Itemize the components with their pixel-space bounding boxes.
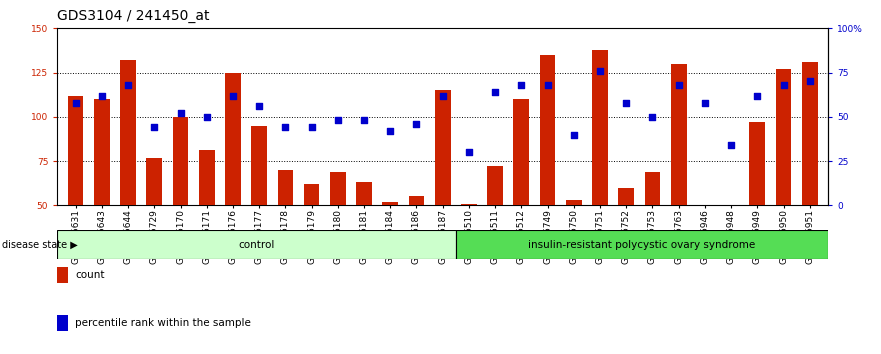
- Bar: [540, 55, 555, 205]
- Bar: [487, 166, 503, 205]
- Point: [305, 125, 319, 130]
- Point: [252, 103, 266, 109]
- Bar: [146, 158, 162, 205]
- Point: [751, 93, 765, 98]
- Bar: [382, 202, 398, 205]
- Bar: [456, 230, 828, 259]
- Text: percentile rank within the sample: percentile rank within the sample: [75, 318, 251, 328]
- Point: [776, 82, 790, 88]
- Point: [803, 79, 817, 84]
- Point: [200, 114, 214, 120]
- Bar: [775, 69, 791, 205]
- Bar: [120, 60, 136, 205]
- Point: [383, 128, 397, 134]
- Point: [541, 82, 555, 88]
- Bar: [94, 99, 110, 205]
- Bar: [330, 172, 345, 205]
- Point: [121, 82, 135, 88]
- Point: [357, 118, 371, 123]
- Point: [69, 100, 83, 105]
- Bar: [670, 64, 686, 205]
- Text: disease state ▶: disease state ▶: [2, 240, 78, 250]
- Bar: [435, 90, 450, 205]
- Bar: [461, 204, 477, 205]
- Bar: [802, 62, 818, 205]
- Bar: [304, 184, 320, 205]
- Bar: [278, 170, 293, 205]
- Bar: [68, 96, 84, 205]
- Point: [278, 125, 292, 130]
- Point: [698, 100, 712, 105]
- Point: [95, 93, 109, 98]
- Bar: [750, 122, 766, 205]
- Bar: [697, 205, 713, 211]
- Bar: [173, 117, 189, 205]
- Point: [671, 82, 685, 88]
- Bar: [592, 50, 608, 205]
- Bar: [225, 73, 241, 205]
- Point: [174, 110, 188, 116]
- Point: [462, 149, 476, 155]
- Point: [436, 93, 450, 98]
- Point: [226, 93, 240, 98]
- Bar: [251, 126, 267, 205]
- Point: [724, 142, 738, 148]
- Point: [566, 132, 581, 137]
- Point: [593, 68, 607, 74]
- Text: GDS3104 / 241450_at: GDS3104 / 241450_at: [57, 9, 210, 23]
- Bar: [57, 230, 456, 259]
- Point: [646, 114, 660, 120]
- Bar: [514, 99, 529, 205]
- Bar: [409, 196, 425, 205]
- Point: [147, 125, 161, 130]
- Bar: [199, 150, 215, 205]
- Point: [515, 82, 529, 88]
- Bar: [723, 205, 739, 262]
- Bar: [356, 182, 372, 205]
- Point: [488, 89, 502, 95]
- Text: control: control: [239, 240, 275, 250]
- Point: [619, 100, 633, 105]
- Bar: [645, 172, 661, 205]
- Text: count: count: [75, 270, 104, 280]
- Bar: [618, 188, 634, 205]
- Text: insulin-resistant polycystic ovary syndrome: insulin-resistant polycystic ovary syndr…: [529, 240, 756, 250]
- Point: [330, 118, 344, 123]
- Point: [410, 121, 424, 127]
- Bar: [566, 200, 581, 205]
